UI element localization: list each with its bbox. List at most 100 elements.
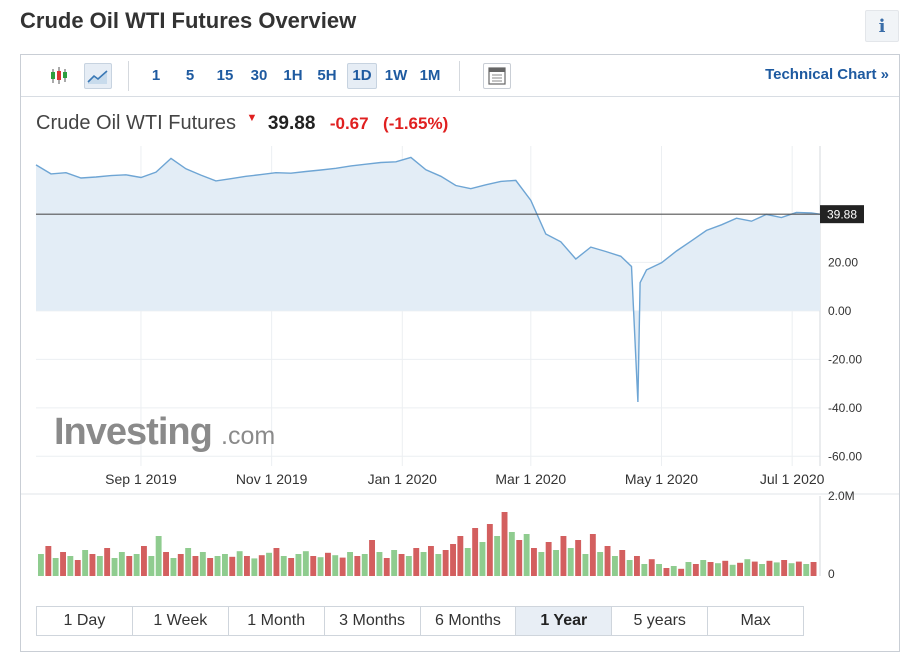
range-1-day[interactable]: 1 Day [37,607,133,635]
volume-bar-up [435,554,442,576]
volume-bar-up [508,532,515,576]
volume-bar-up [685,562,692,576]
volume-bar-down [442,550,449,576]
volume-bar-up [494,536,501,576]
range-1-week[interactable]: 1 Week [132,607,229,635]
y-tick-label: 0.00 [828,304,852,318]
price-area-fill [36,157,820,402]
volume-bar-up [700,560,707,576]
volume-bar-up [155,536,162,576]
volume-bar-down [354,556,361,576]
price-change: -0.67 [329,114,369,133]
x-tick-label: Jul 1 2020 [760,471,825,487]
range-5-years[interactable]: 5 years [612,607,709,635]
range-6-months[interactable]: 6 Months [420,607,517,635]
technical-chart-link[interactable]: Technical Chart » [765,66,889,83]
volume-bar-down [369,540,375,576]
volume-bar-up [52,558,59,576]
last-price: 39.88 [267,113,316,134]
volume-bar-up [523,534,530,576]
volume-bar-down [457,536,464,576]
price-tag: 39.88 [820,205,864,224]
volume-bar-down [450,544,456,576]
volume-bar-down [141,546,147,576]
timeframe-1h[interactable]: 1H [283,67,303,84]
volume-bar-up [744,559,751,576]
quote-header: Crude Oil WTI Futures ▼ 39.88 -0.67 (-1.… [36,112,448,138]
watermark-suffix: .com [221,422,275,450]
volume-bar-down [163,552,169,576]
volume-bar-up [251,558,258,576]
page-title: Crude Oil WTI Futures Overview [20,8,357,33]
volume-bar-up [280,556,287,576]
volume-bar-down [795,561,802,576]
volume-bar-down [310,556,317,576]
volume-bar-down [560,536,567,576]
watermark-brand: Investing [54,411,212,453]
timeframe-1[interactable]: 1 [151,67,161,84]
volume-bar-up [567,548,574,576]
x-axis-labels: Sep 1 2019 Nov 1 2019 Jan 1 2020 Mar 1 2020… [105,471,825,487]
timeframe-15[interactable]: 15 [216,67,234,84]
volume-bar-down [273,548,280,576]
range-max[interactable]: Max [708,607,803,635]
volume-bar-down [781,560,788,576]
range-1-month[interactable]: 1 Month [228,607,325,635]
investing-watermark: Investing .com [54,411,275,453]
volume-bar-up [759,564,765,576]
volume-bar-down [589,534,596,576]
volume-bar-down [486,524,493,576]
volume-bar-down [60,552,66,576]
instrument-name: Crude Oil WTI Futures [36,112,237,134]
candlestick-icon[interactable] [45,63,73,89]
price-tag-background [820,205,864,224]
timeframe-1d[interactable]: 1D [347,63,377,89]
volume-bar-up [597,552,604,576]
volume-bar-down [104,548,111,576]
volume-bar-up [391,550,398,576]
volume-bar-down [244,556,250,576]
y-tick-label: -40.00 [828,401,862,415]
x-tick-label: Sep 1 2019 [105,471,177,487]
volume-bar-up [67,556,74,576]
timeframe-1m[interactable]: 1M [419,67,441,84]
toolbar-divider [459,61,460,91]
toolbar-divider [128,61,129,91]
volume-bar-up [317,557,324,576]
volume-bar-up [670,566,677,576]
volume-bar-down [810,562,817,576]
y-tick-label: -60.00 [828,449,862,463]
down-arrow-icon: ▼ [246,112,258,124]
timeframe-1w[interactable]: 1W [384,67,408,84]
y-tick-label: 20.00 [828,255,858,269]
calendar-icon[interactable] [483,63,511,89]
volume-bar-down [229,556,236,576]
range-3-months[interactable]: 3 Months [324,607,421,635]
volume-bar-down [207,558,214,576]
range-1-year[interactable]: 1 Year [516,607,613,635]
timeframe-30[interactable]: 30 [250,67,268,84]
timeframe-5h[interactable]: 5H [317,67,337,84]
volume-bar-up [553,550,559,576]
volume-bar-down [619,550,626,576]
volume-bar-up [214,556,221,576]
timeframe-5[interactable]: 5 [185,67,195,84]
info-button[interactable]: i [865,10,899,42]
volume-bar-down [751,561,758,576]
volume-bar-up [302,551,309,576]
volume-bar-up [729,564,736,576]
volume-bar-up [376,552,383,576]
volume-max-label: 2.0M [828,489,855,503]
volume-bar-up [773,562,780,576]
volume-bar-up [96,556,103,576]
volume-bar-down [516,540,523,576]
volume-bar-up [656,564,662,576]
volume-bar-down [648,559,655,576]
price-line [35,156,821,403]
volume-bar-down [663,568,670,576]
area-chart-icon[interactable] [84,63,112,89]
volume-bar-up [479,542,486,576]
y-axis-labels: 20.00 0.00 -20.00 -40.00 -60.00 [828,255,862,463]
volume-bar-down [258,555,265,576]
